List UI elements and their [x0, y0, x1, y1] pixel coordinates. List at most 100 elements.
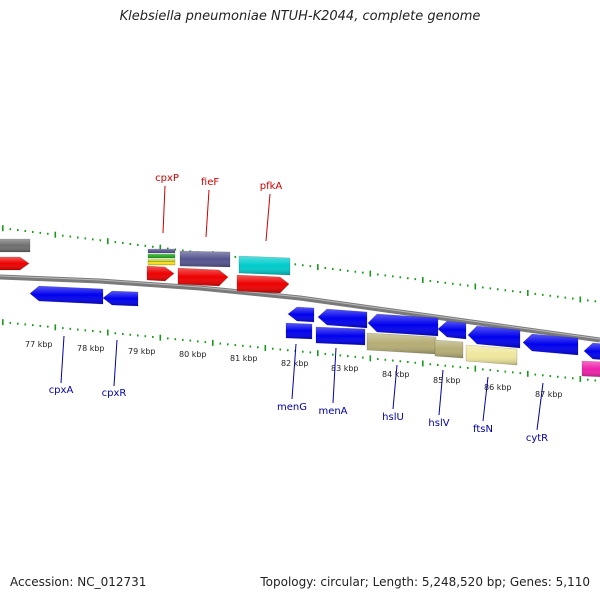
figure-title: Klebsiella pneumoniae NTUH-K2044, comple… — [119, 9, 481, 24]
track-dot — [77, 328, 79, 331]
track-dot — [542, 374, 544, 377]
track-dot — [594, 379, 597, 382]
track-dot — [467, 284, 469, 287]
track-dot — [399, 276, 402, 279]
gene-feature-cytR — [522, 333, 579, 356]
track-dot — [114, 241, 117, 244]
track-major-tick — [159, 244, 162, 251]
gene-feature-fieF-red — [177, 267, 229, 287]
gene-label-cpxR: cpxR — [102, 388, 127, 399]
track-dot — [47, 325, 49, 328]
leader-line — [162, 185, 166, 234]
track-dot — [362, 356, 364, 359]
kbp-tick-label: 87 kbp — [535, 390, 563, 399]
kbp-tick-label: 86 kbp — [484, 383, 512, 392]
track-dot — [504, 289, 507, 292]
track-dot — [407, 277, 409, 280]
track-major-tick — [369, 355, 372, 362]
track-dot — [84, 237, 87, 240]
gene-labels: cpxP fieF pfkA cpxA cpxR menG menA hslU hslV ftsN… — [49, 173, 548, 444]
track-dot — [549, 375, 552, 378]
track-dot — [279, 348, 282, 351]
gene-feature-ftsN — [467, 325, 521, 349]
track-dot — [414, 361, 417, 364]
track-dot — [549, 294, 552, 297]
track-dot — [302, 350, 304, 353]
track-dot — [564, 296, 567, 299]
track-dot — [32, 230, 34, 233]
track-dot — [114, 332, 117, 335]
gene-feature-ftsN-yellow — [465, 344, 518, 366]
track-major-tick — [54, 231, 57, 238]
track-major-tick — [369, 270, 372, 277]
track-major-tick — [527, 289, 529, 296]
track-dot — [512, 371, 514, 374]
track-dot — [407, 361, 409, 364]
track-dot — [489, 369, 492, 372]
track-major-tick — [579, 296, 582, 303]
track-dot — [497, 288, 499, 291]
track-dot — [572, 377, 574, 380]
track-dot — [287, 349, 289, 352]
track-major-tick — [264, 345, 267, 352]
track-dot — [392, 275, 394, 278]
track-dot — [204, 341, 207, 344]
track-major-tick — [422, 360, 424, 367]
track-dot — [534, 373, 537, 376]
gene-label-fieF: fieF — [201, 177, 219, 188]
gene-feature-pfkA-cyan — [238, 255, 291, 276]
track-dot — [332, 353, 334, 356]
track-dot — [257, 346, 259, 349]
track-dot — [557, 375, 559, 378]
track-dot — [519, 291, 522, 294]
track-dot — [467, 366, 469, 369]
track-dot — [84, 329, 87, 332]
track-dot — [347, 355, 349, 358]
track-dot — [77, 236, 79, 239]
track-major-tick — [54, 324, 57, 331]
gene-feature-hslU — [367, 313, 439, 337]
accession-text: Accession: NC_012731 — [10, 575, 147, 589]
track-dot — [24, 323, 27, 326]
gene-feature-purple — [147, 248, 176, 254]
track-dot — [384, 274, 387, 277]
track-dot — [309, 265, 312, 268]
track-dot — [362, 271, 364, 274]
track-dot — [144, 244, 147, 247]
track-dot — [392, 359, 394, 362]
track-dot — [17, 322, 19, 325]
track-major-tick — [527, 370, 529, 377]
gene-feature-hslU-khaki — [366, 332, 437, 355]
track-major-tick — [212, 339, 214, 346]
track-dot — [62, 327, 64, 330]
kbp-tick-label: 77 kbp — [25, 340, 53, 349]
gene-feature-hslV-khaki — [434, 339, 464, 359]
track-dot — [242, 344, 244, 347]
track-dot — [459, 366, 462, 369]
track-dot — [489, 287, 492, 290]
gene-label-hslU: hslU — [382, 412, 404, 423]
track-dot — [497, 369, 499, 372]
track-dot — [437, 280, 439, 283]
kbp-tick-label: 80 kbp — [179, 350, 207, 359]
track-dot — [69, 235, 72, 238]
track-dot — [39, 231, 42, 234]
track-dot — [324, 267, 327, 270]
track-dot — [137, 243, 139, 246]
gene-feature-edge-magenta — [581, 360, 600, 378]
leader-line — [332, 347, 337, 404]
track-dot — [227, 343, 229, 346]
track-dot — [182, 249, 184, 252]
track-major-tick — [107, 238, 109, 245]
gene-label-menA: menA — [318, 406, 347, 417]
track-major-tick — [317, 350, 319, 357]
track-dot — [564, 376, 567, 379]
track-dot — [122, 242, 124, 245]
gene-feature-menG — [287, 306, 315, 323]
track-dot — [69, 327, 72, 330]
gene-feature-menA-blue — [315, 326, 366, 346]
track-dot — [9, 228, 12, 231]
track-dot — [354, 355, 357, 358]
track-dot — [542, 293, 544, 296]
track-dot — [62, 234, 64, 237]
